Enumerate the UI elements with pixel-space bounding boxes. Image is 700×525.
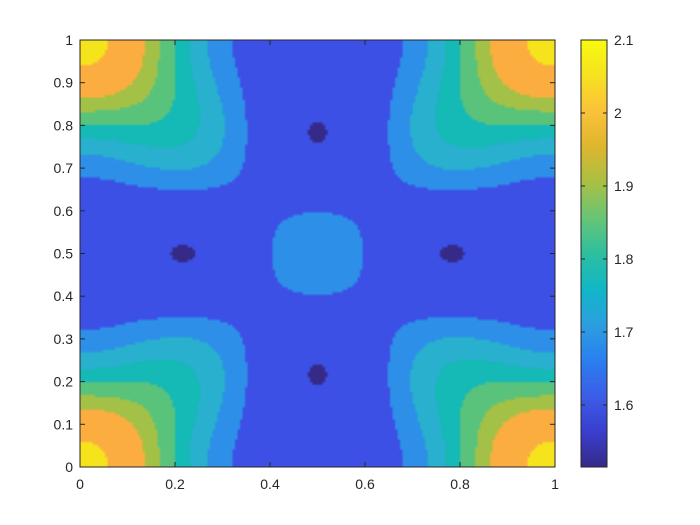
- y-axis: 0 0.1 0.2 0.3 0.4 0.5 0.6 0.7 0.8 0.9 1: [54, 32, 555, 475]
- x-tick-label: 0.2: [165, 476, 185, 492]
- colorbar-tick-label: 2.1: [614, 32, 634, 48]
- colorbar-tick-label: 2: [614, 105, 622, 121]
- y-tick-label: 0.9: [54, 75, 74, 91]
- x-tick-label: 0: [76, 476, 84, 492]
- x-tick-label: 0.8: [450, 476, 470, 492]
- y-tick-label: 0.4: [54, 288, 74, 304]
- y-tick-label: 0.1: [54, 416, 74, 432]
- x-tick-label: 0.4: [260, 476, 280, 492]
- x-tick-label: 1: [551, 476, 559, 492]
- y-tick-label: 1: [65, 32, 73, 48]
- y-tick-label: 0.6: [54, 203, 74, 219]
- plot-area: [79, 39, 556, 468]
- y-tick-label: 0.7: [54, 160, 74, 176]
- y-tick-label: 0: [65, 459, 73, 475]
- y-tick-label: 0.2: [54, 374, 74, 390]
- y-tick-label: 0.8: [54, 117, 74, 133]
- colorbar-tick-label: 1.9: [614, 178, 634, 194]
- colorbar-ticks: 1.6 1.7 1.8 1.9 2 2.1: [581, 32, 634, 413]
- colorbar-tick-label: 1.8: [614, 251, 634, 267]
- x-axis: 0 0.2 0.4 0.6 0.8 1: [76, 40, 559, 492]
- colorbar-tick-label: 1.7: [614, 324, 634, 340]
- x-tick-label: 0.6: [355, 476, 375, 492]
- colorbar-tick-label: 1.6: [614, 397, 634, 413]
- colorbar-gradient: [581, 40, 607, 467]
- y-tick-label: 0.5: [54, 246, 74, 262]
- contour-field: [80, 40, 555, 467]
- colorbar-frame: [580, 39, 608, 468]
- colorbar: 1.6 1.7 1.8 1.9 2 2.1: [580, 32, 634, 468]
- y-tick-label: 0.3: [54, 331, 74, 347]
